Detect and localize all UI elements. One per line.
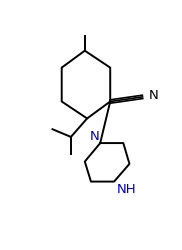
Text: N: N: [90, 129, 99, 142]
Text: NH: NH: [116, 182, 136, 196]
Text: N: N: [149, 89, 159, 102]
